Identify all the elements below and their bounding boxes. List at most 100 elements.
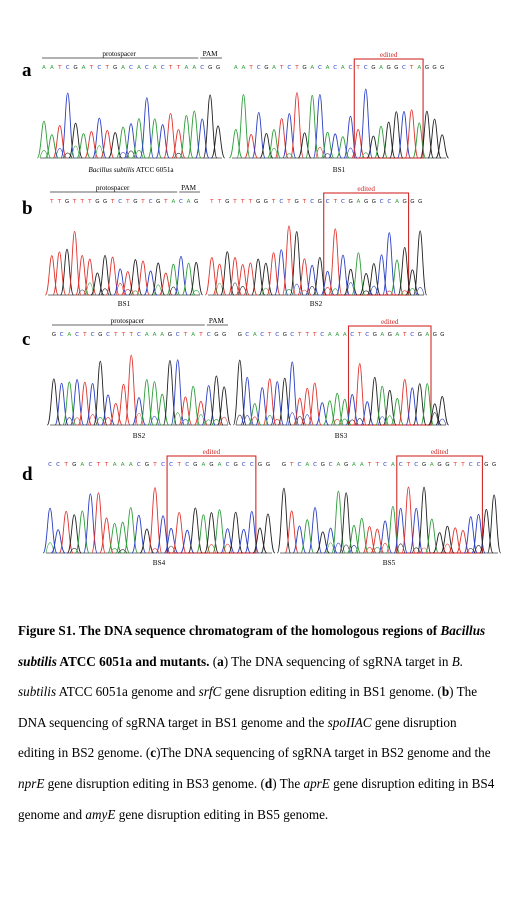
- trace-noise: [331, 288, 340, 296]
- base-call: A: [121, 462, 125, 468]
- base-call: C: [145, 65, 149, 71]
- trace-peak: [60, 92, 75, 159]
- edited-label: edited: [431, 448, 449, 456]
- trace-peak: [405, 387, 420, 426]
- trace-peak: [307, 507, 323, 554]
- caption-part: gene disruption editing in BS3 genome. (: [44, 775, 265, 791]
- trace-peak: [258, 262, 273, 296]
- base-call: G: [52, 332, 56, 338]
- base-call: A: [242, 65, 246, 71]
- base-call: T: [104, 462, 109, 468]
- base-call: G: [422, 462, 426, 468]
- base-call: A: [82, 65, 86, 71]
- base-call: T: [163, 199, 168, 205]
- trace-noise: [355, 418, 364, 426]
- trace-peak: [204, 512, 219, 554]
- trace-peak: [220, 528, 235, 554]
- trace-peak: [128, 259, 143, 296]
- trace-noise: [466, 548, 475, 554]
- trace-peak: [359, 272, 374, 296]
- trace-peak: [270, 381, 285, 426]
- caption-part: (: [209, 653, 218, 669]
- sample-name: BS1: [333, 166, 346, 174]
- trace-noise: [212, 419, 221, 426]
- base-call: A: [67, 332, 71, 338]
- base-call: G: [222, 332, 226, 338]
- trace-noise: [223, 543, 233, 554]
- sample-name-rest: BS4: [153, 559, 166, 567]
- caption-part: d: [264, 775, 273, 791]
- trace-peak: [67, 230, 82, 296]
- trace-noise: [69, 547, 79, 554]
- trace-peak: [186, 385, 201, 426]
- trace-peak: [188, 507, 203, 554]
- trace-peak: [196, 514, 211, 554]
- edited-label: edited: [203, 448, 221, 456]
- base-call: T: [113, 332, 118, 338]
- base-call: G: [349, 199, 353, 205]
- trace-peak: [471, 513, 486, 554]
- trace-noise: [303, 414, 312, 426]
- edited-label: edited: [381, 318, 399, 326]
- base-call: A: [379, 65, 383, 71]
- trace-peak: [479, 508, 494, 554]
- trace-peak: [435, 134, 450, 159]
- base-call: C: [313, 462, 317, 468]
- base-call: A: [129, 462, 133, 468]
- base-call: T: [168, 65, 173, 71]
- base-call: G: [264, 199, 268, 205]
- base-call: C: [387, 199, 391, 205]
- base-call: C: [364, 65, 368, 71]
- trace-noise: [134, 412, 144, 426]
- trace-peak: [163, 112, 178, 159]
- edited-region-box: [323, 192, 410, 296]
- trace-noise: [419, 547, 429, 554]
- base-call: C: [341, 199, 345, 205]
- panel-letter: d: [22, 464, 33, 485]
- trace-peak: [487, 494, 502, 554]
- base-call: G: [256, 199, 260, 205]
- trace-peak: [455, 530, 471, 554]
- base-call: A: [121, 65, 125, 71]
- trace-noise: [192, 289, 201, 296]
- trace-peak: [378, 520, 393, 554]
- trace-peak: [370, 528, 385, 554]
- base-call: C: [320, 332, 324, 338]
- trace-noise: [169, 286, 178, 296]
- trace-peak: [139, 97, 154, 159]
- base-call: A: [201, 462, 205, 468]
- trace-noise: [150, 415, 159, 426]
- base-call: C: [329, 462, 333, 468]
- caption-part: amyE: [85, 806, 116, 822]
- trace-peak: [405, 269, 420, 296]
- trace-noise: [181, 418, 190, 426]
- trace-peak: [220, 251, 235, 296]
- base-call: A: [234, 65, 238, 71]
- sample-name-rest: BS2: [310, 300, 323, 308]
- base-call: G: [372, 199, 376, 205]
- trace-peak: [274, 249, 289, 296]
- panel-letter: a: [22, 60, 32, 81]
- trace-peak: [412, 383, 427, 426]
- trace-peak: [382, 232, 397, 296]
- trace-peak: [201, 385, 216, 426]
- trace-peak: [171, 129, 186, 159]
- base-call: A: [184, 65, 188, 71]
- base-call: T: [409, 65, 414, 71]
- trace-peak: [155, 124, 170, 159]
- trace-peak: [292, 397, 307, 426]
- base-call: C: [97, 65, 101, 71]
- protospacer-label: protospacer: [111, 317, 145, 325]
- trace-noise: [118, 549, 128, 554]
- base-call: C: [118, 199, 122, 205]
- trace-noise: [123, 288, 132, 296]
- base-call: T: [176, 65, 181, 71]
- sample-name: BS2: [133, 432, 146, 440]
- trace-peak: [374, 125, 388, 159]
- base-call: T: [367, 462, 372, 468]
- trace-peak: [320, 270, 335, 296]
- base-call: T: [125, 199, 130, 205]
- trace-peak: [374, 254, 389, 296]
- base-call: G: [410, 199, 414, 205]
- trace-peak: [178, 396, 193, 426]
